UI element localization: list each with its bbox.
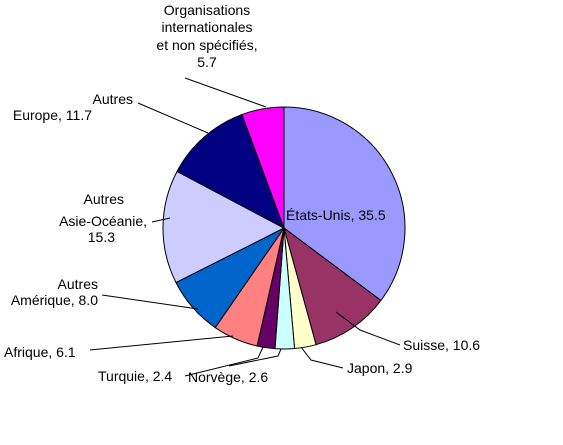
- pie-slice-1: [283, 106, 406, 302]
- leader-lines: [89, 77, 401, 377]
- pie-slice-9: [176, 113, 285, 230]
- data-label-9: Autres Europe, 11.7: [13, 91, 133, 123]
- data-labels: États-Unis, 35.5 Suisse, 10.6 Japon, 2.9 No…: [4, 2, 480, 385]
- pie-slice-10: [241, 106, 285, 229]
- leader-line-6: [89, 335, 234, 351]
- data-label-8: Autres Asie-Océanie, 15.3: [59, 191, 147, 245]
- data-label-2: Suisse, 10.6: [403, 337, 480, 353]
- data-label-1: États-Unis, 35.5: [286, 207, 386, 223]
- data-label-5: Turquie, 2.4: [98, 368, 172, 384]
- leader-line-9: [137, 102, 209, 134]
- data-label-3: Japon, 2.9: [347, 360, 413, 376]
- data-label-10: Organisations internationales et non spéci…: [156, 2, 257, 70]
- data-label-6: Afrique, 6.1: [4, 344, 76, 360]
- leader-line-4: [228, 348, 282, 367]
- pie-slices: [162, 106, 406, 350]
- leader-line-2: [335, 311, 401, 346]
- pie-slice-8: [162, 170, 286, 284]
- leader-line-3: [300, 346, 344, 369]
- leader-line-5: [184, 346, 264, 377]
- leader-line-8: [151, 217, 171, 223]
- data-label-4: Norvège, 2.6: [188, 369, 268, 385]
- leader-line-10: [184, 77, 267, 108]
- data-label-7: Autres Amérique, 8.0: [11, 276, 98, 308]
- leader-line-7: [101, 294, 199, 310]
